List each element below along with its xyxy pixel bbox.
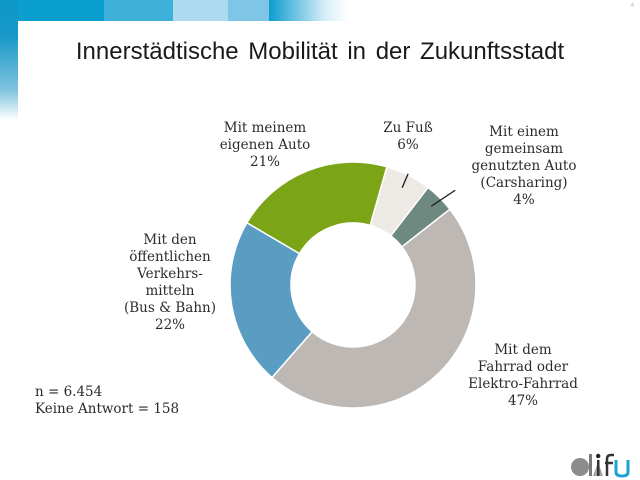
label-zu-fuss-value: 6% [397, 137, 419, 153]
slice-oepnv [229, 221, 314, 379]
logo-f [605, 453, 614, 476]
side-accent-bar [0, 0, 18, 120]
difu-logo [571, 453, 630, 478]
header-stripe-3 [173, 0, 228, 21]
no-answer-count: Keine Antwort = 158 [35, 401, 180, 417]
header-stripe-gradient [269, 0, 349, 21]
label-oepnv: Mit den öffentlichen Verkehrs- mitteln (… [110, 232, 230, 334]
label-fahrrad-line1: Mit dem [494, 342, 552, 358]
slide-title: Innerstädtische Mobilität in der Zukunft… [75, 38, 565, 65]
label-zu-fuss-line1: Zu Fuß [383, 120, 433, 136]
label-oepnv-line3: Verkehrs- [137, 266, 203, 282]
logo-d-stem [589, 454, 592, 476]
header-stripe-1 [0, 0, 104, 21]
label-carsharing-value: 4% [513, 192, 535, 208]
sample-notes: n = 6.454 Keine Antwort = 158 [35, 384, 179, 418]
sample-size: n = 6.454 [35, 384, 103, 400]
label-carsharing: Mit einem gemeinsam genutzten Auto (Cars… [465, 124, 583, 209]
label-auto: Mit meinem eigenen Auto 21% [205, 120, 325, 171]
label-carsharing-line4: (Carsharing) [480, 175, 568, 191]
label-fahrrad-value: 47% [507, 393, 538, 409]
logo-i-dot [596, 453, 601, 459]
page-number: 4 [630, 3, 634, 9]
logo-i-stem [597, 460, 600, 476]
label-oepnv-line4: mitteln [145, 283, 195, 299]
label-fahrrad-line3: Elektro-Fahrrad [468, 376, 578, 392]
logo-circle [571, 458, 589, 476]
label-oepnv-value: 22% [154, 317, 185, 333]
label-auto-line2: eigenen Auto [219, 137, 311, 153]
header-stripe-2 [104, 0, 173, 21]
label-auto-value: 21% [249, 154, 280, 170]
label-carsharing-line3: genutzten Auto [471, 158, 577, 174]
label-oepnv-line1: Mit den [143, 232, 197, 248]
slice-auto [245, 161, 388, 255]
label-auto-line1: Mit meinem [223, 120, 307, 136]
logo-u [614, 460, 630, 478]
leader-line-carsharing [430, 189, 456, 207]
label-fahrrad-line2: Fahrrad oder [477, 359, 569, 375]
leader-line-zu-fuss [401, 173, 409, 188]
label-oepnv-line5: (Bus & Bahn) [123, 300, 217, 316]
label-carsharing-line2: gemeinsam [484, 141, 564, 157]
label-fahrrad: Mit dem Fahrrad oder Elektro-Fahrrad 47% [458, 342, 588, 410]
label-oepnv-line2: öffentlichen [129, 249, 211, 265]
header-stripe-4 [228, 0, 269, 21]
slice-fahrrad [270, 208, 477, 409]
label-carsharing-line1: Mit einem [489, 124, 559, 140]
label-zu-fuss: Zu Fuß 6% [378, 120, 438, 154]
